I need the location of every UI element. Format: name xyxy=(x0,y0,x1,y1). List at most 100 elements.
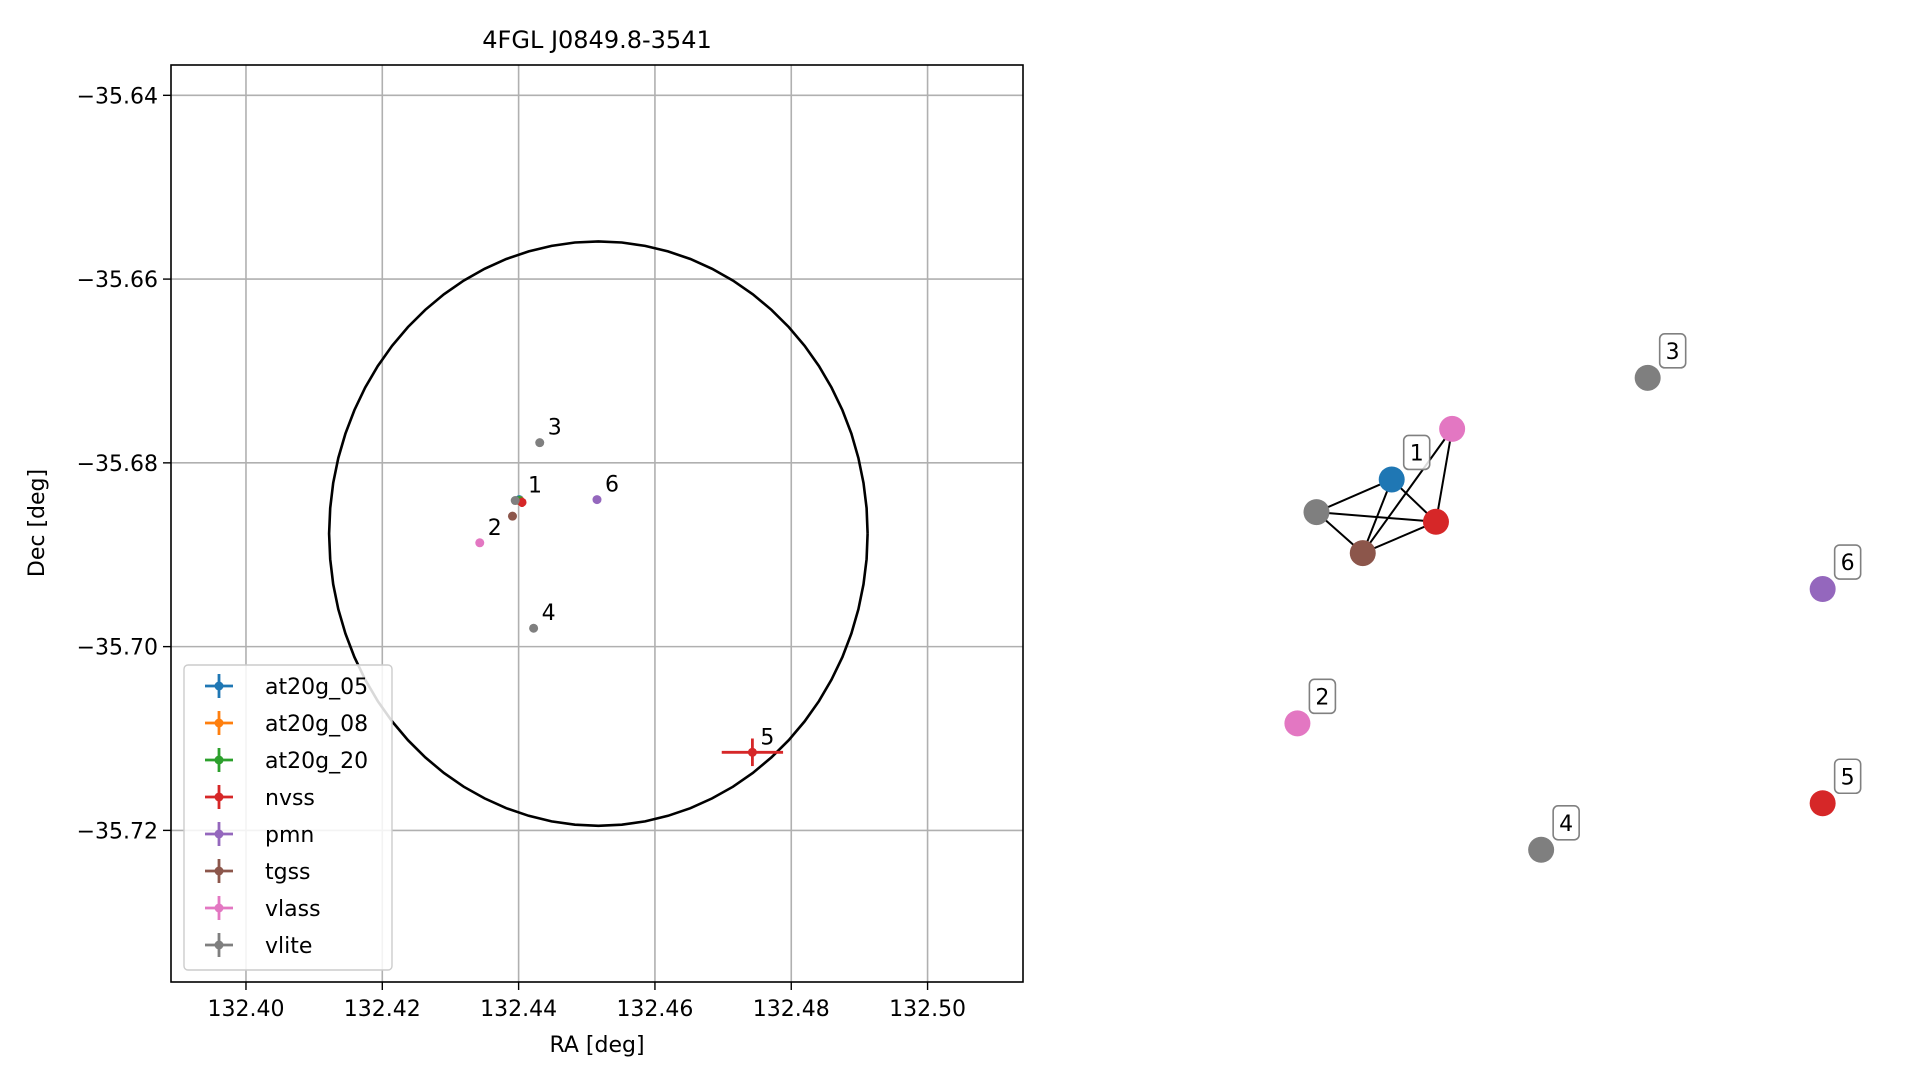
node-label: 6 xyxy=(1841,551,1855,576)
point-marker xyxy=(475,538,485,548)
point-marker xyxy=(517,497,527,507)
y-tick-label: −35.66 xyxy=(77,268,158,293)
node-label: 5 xyxy=(1841,765,1855,790)
legend-marker xyxy=(214,792,224,802)
node-label: 1 xyxy=(1410,441,1424,466)
point-vlite xyxy=(535,438,545,448)
y-tick-label: −35.68 xyxy=(77,452,158,477)
legend-marker xyxy=(214,681,224,691)
legend-item-at20g_20: at20g_20 xyxy=(205,748,368,774)
legend-item-vlass: vlass xyxy=(205,896,321,922)
graph-node: 4 xyxy=(1528,804,1580,863)
y-tick-label: −35.72 xyxy=(77,819,158,844)
y-tick-label: −35.70 xyxy=(77,636,158,661)
legend-item-tgss: tgss xyxy=(205,859,311,885)
node-marker xyxy=(1303,499,1330,526)
legend-label: tgss xyxy=(265,860,311,885)
x-tick-label: 132.42 xyxy=(344,997,421,1022)
x-tick-label: 132.48 xyxy=(753,997,830,1022)
node-label: 3 xyxy=(1666,340,1680,365)
graph-node xyxy=(1439,415,1466,442)
point-pmn xyxy=(592,495,602,505)
legend-box xyxy=(183,664,393,971)
x-tick-label: 132.44 xyxy=(480,997,557,1022)
graph-edge xyxy=(1316,511,1437,523)
node-label: 2 xyxy=(1315,685,1329,710)
legend-item-vlite: vlite xyxy=(205,933,312,959)
legend-label: at20g_20 xyxy=(265,749,368,774)
error-ellipse xyxy=(327,240,869,828)
y-tick-label: −35.64 xyxy=(77,84,158,109)
point-nvss xyxy=(517,497,527,507)
node-marker xyxy=(1378,466,1405,493)
node-label-box xyxy=(1552,804,1580,841)
legend-marker xyxy=(214,755,224,765)
x-tick-label: 132.40 xyxy=(207,997,284,1022)
graph-node: 5 xyxy=(1809,758,1862,817)
network-graph: 1 3 6 2 5 4 xyxy=(1284,333,1862,863)
legend-item-nvss: nvss xyxy=(205,785,315,811)
point-label: 2 xyxy=(488,516,502,541)
point-label: 1 xyxy=(528,474,542,499)
graph-node: 3 xyxy=(1634,333,1687,391)
node-label-box xyxy=(1658,333,1687,369)
node-label: 4 xyxy=(1559,812,1573,837)
node-marker xyxy=(1422,508,1449,535)
legend-label: vlass xyxy=(265,897,321,922)
x-axis-ticks: 132.40 132.42 132.44 132.46 132.48 132.50 xyxy=(207,982,966,1022)
legend-marker xyxy=(214,866,224,876)
point-marker xyxy=(510,496,520,506)
y-axis-ticks: −35.64 −35.66 −35.68 −35.70 −35.72 xyxy=(77,84,171,844)
legend-marker xyxy=(214,718,224,728)
point-labels-layer: 1 2 3 4 5 6 xyxy=(488,416,775,751)
point-marker xyxy=(529,623,539,633)
graph-edge xyxy=(1434,428,1454,522)
graph-node xyxy=(1349,540,1376,567)
node-marker xyxy=(1809,790,1836,817)
y-axis-label: Dec [deg] xyxy=(25,469,50,577)
legend-marker xyxy=(214,829,224,839)
legend-item-at20g_08: at20g_08 xyxy=(205,711,368,737)
point-marker xyxy=(747,747,757,757)
legend-item-pmn: pmn xyxy=(205,822,314,848)
graph-nodes: 1 3 6 2 5 4 xyxy=(1284,333,1862,863)
point-vlass xyxy=(475,538,485,548)
node-marker xyxy=(1349,540,1376,567)
graph-node xyxy=(1303,499,1330,526)
legend-label: pmn xyxy=(265,823,314,848)
point-marker xyxy=(507,511,517,521)
point-tgss xyxy=(507,511,517,521)
node-label-box xyxy=(1833,544,1862,580)
x-tick-label: 132.46 xyxy=(616,997,693,1022)
point-label: 5 xyxy=(760,725,774,750)
point-label: 6 xyxy=(605,473,619,498)
node-marker xyxy=(1528,836,1555,863)
point-marker xyxy=(535,438,545,448)
point-vlite xyxy=(529,623,539,633)
graph-node xyxy=(1422,508,1449,535)
graph-edges xyxy=(1315,428,1454,555)
legend-marker xyxy=(214,940,224,950)
node-label-box xyxy=(1402,434,1431,471)
plot-frame xyxy=(170,64,1024,983)
graph-node: 1 xyxy=(1378,434,1431,493)
graph-node: 6 xyxy=(1809,544,1862,603)
legend-marker xyxy=(214,903,224,913)
legend-item-at20g_05: at20g_05 xyxy=(205,674,368,700)
chart-title: 4FGL J0849.8-3541 xyxy=(482,26,711,54)
graph-edge xyxy=(1316,478,1393,514)
legend-label: nvss xyxy=(265,786,315,811)
legend-label: at20g_05 xyxy=(265,675,368,700)
graph-edge xyxy=(1361,428,1453,554)
node-label-box xyxy=(1833,758,1862,795)
point-nvss xyxy=(721,738,784,767)
point-label: 3 xyxy=(548,416,562,441)
node-label-box xyxy=(1308,678,1337,715)
data-points-layer xyxy=(475,438,784,767)
node-marker xyxy=(1634,364,1661,391)
node-marker xyxy=(1809,576,1836,603)
node-marker xyxy=(1284,710,1311,737)
